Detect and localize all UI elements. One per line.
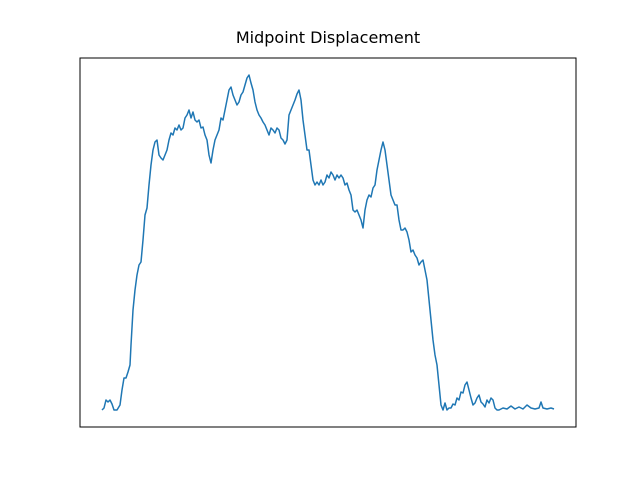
axes-frame: [79, 57, 577, 428]
data-line: [101, 74, 555, 411]
chart-title: Midpoint Displacement: [236, 28, 420, 47]
plot-area: [101, 74, 555, 411]
